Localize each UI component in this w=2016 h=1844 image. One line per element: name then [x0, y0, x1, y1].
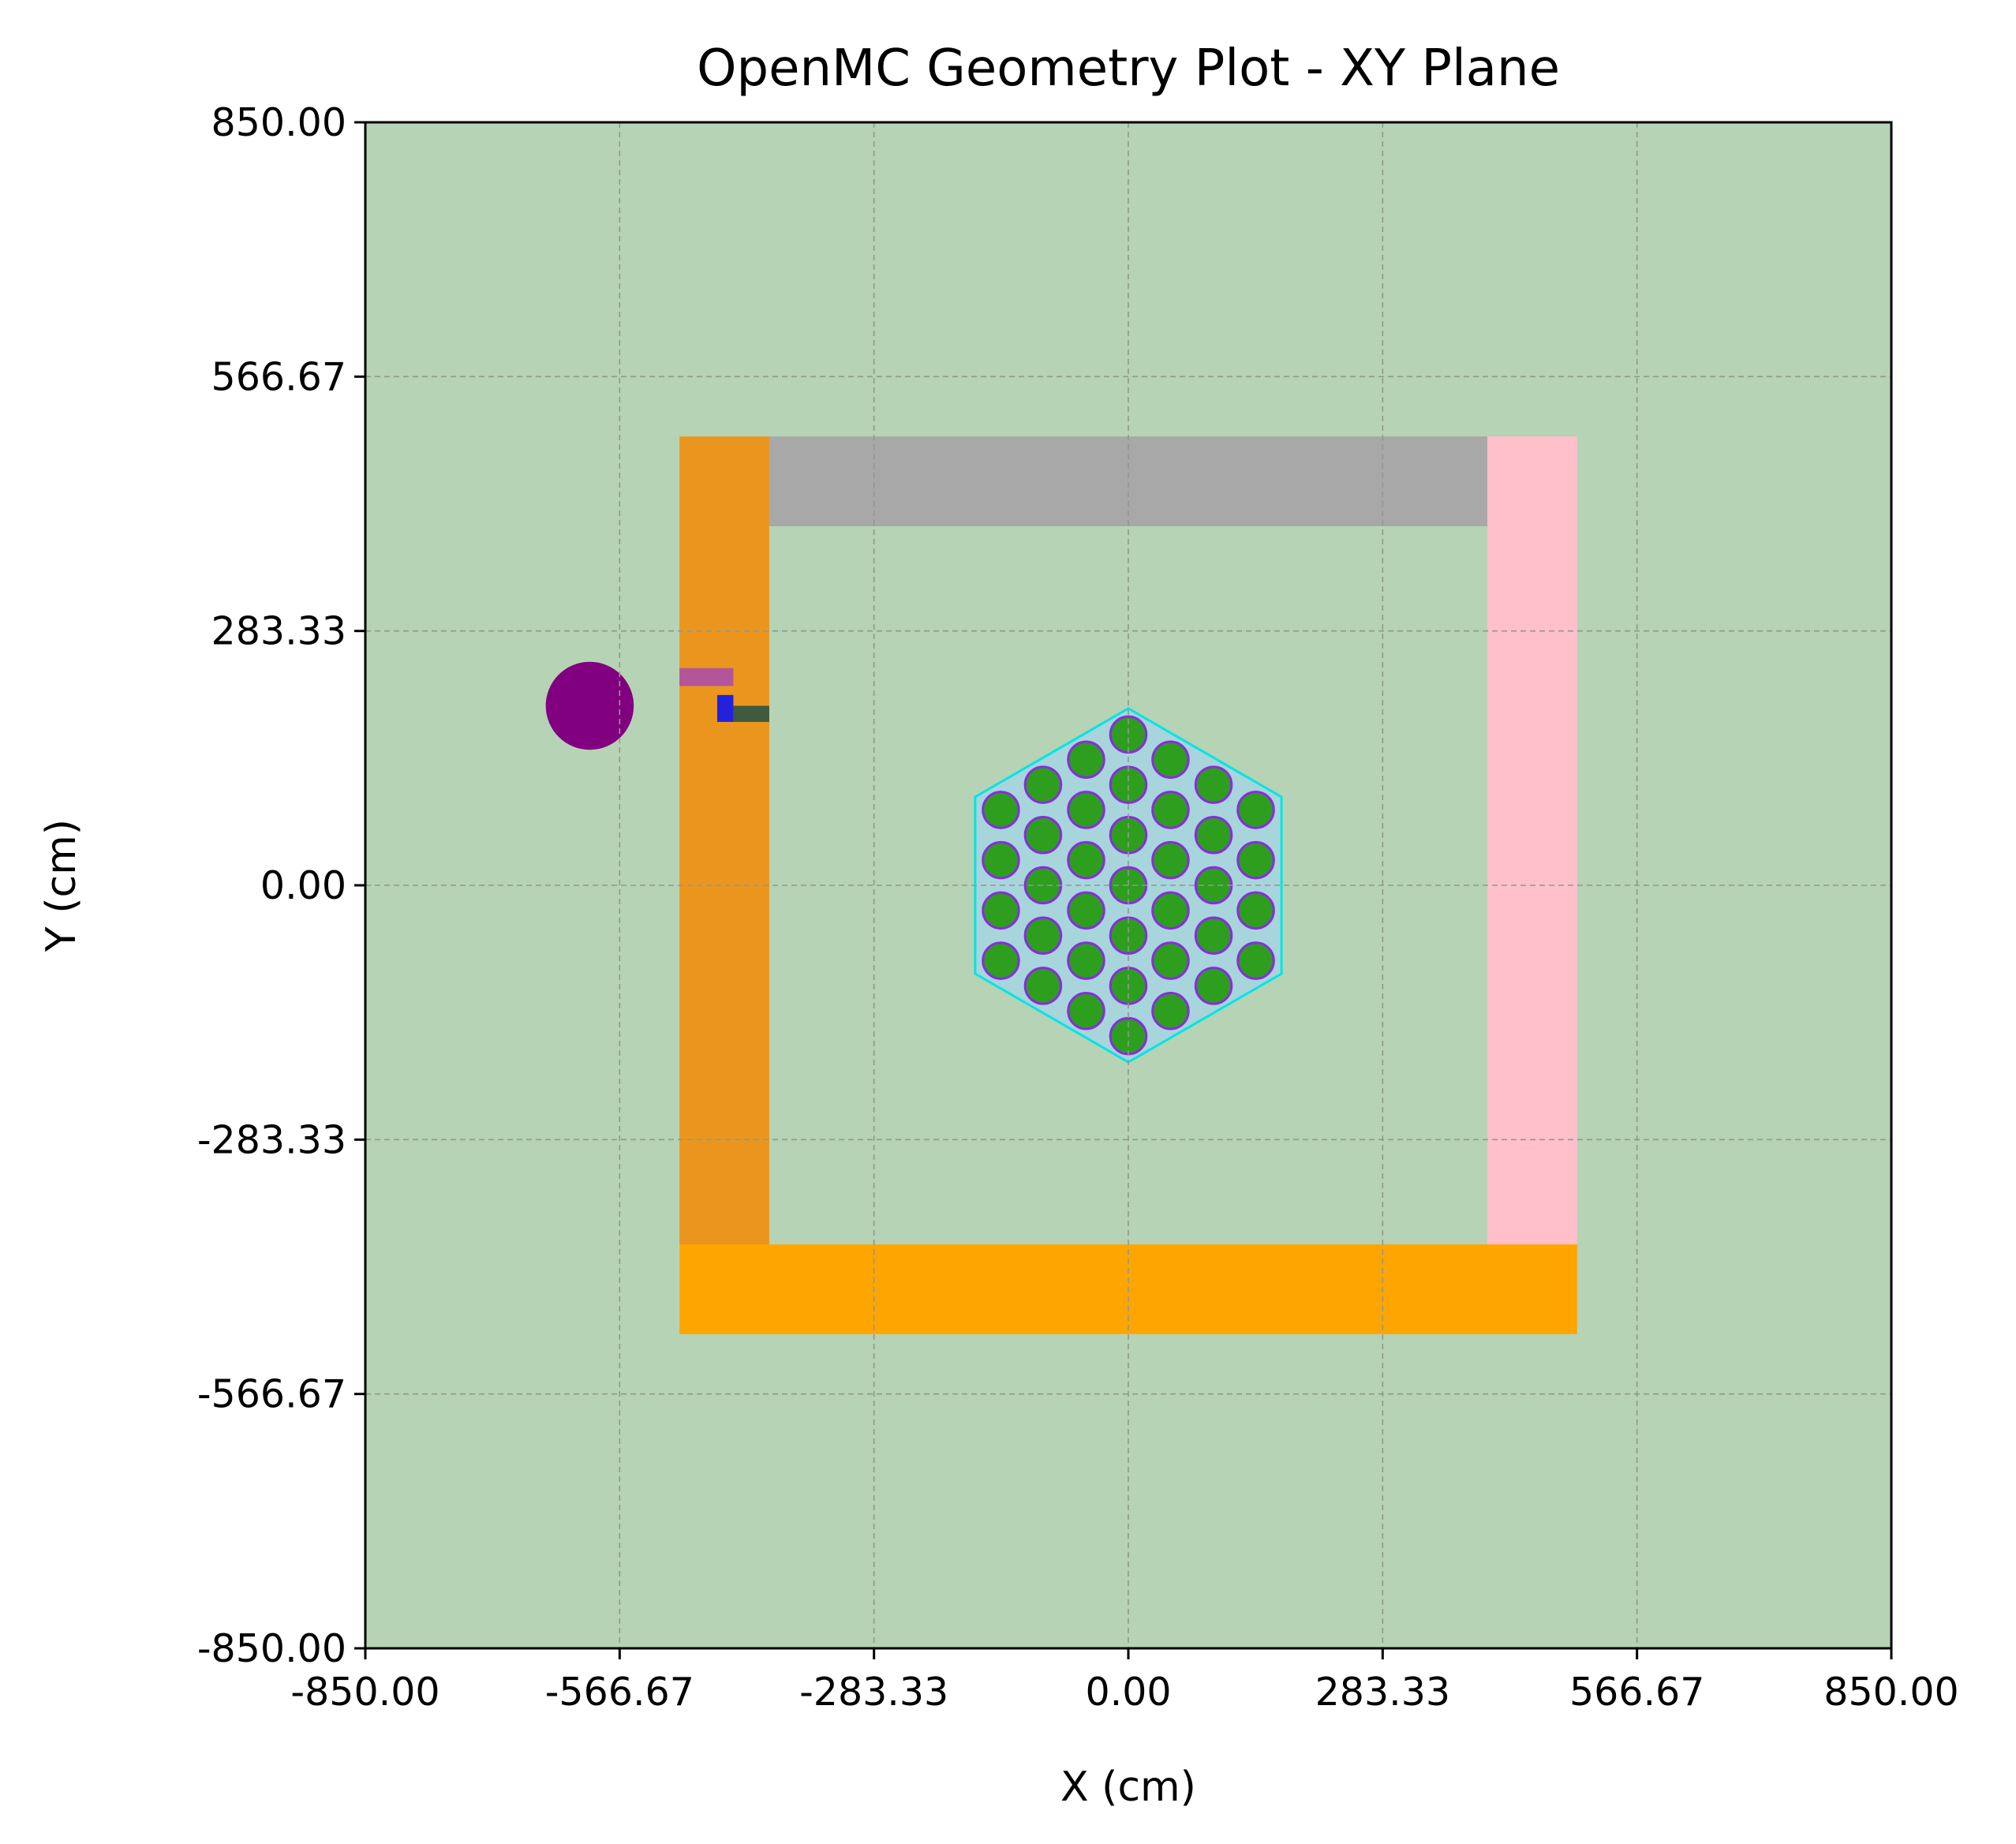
fuel-pin-28: [1151, 941, 1190, 980]
y-tick-label: -283.33: [197, 1117, 346, 1162]
fuel-pin-32: [1023, 967, 1063, 1005]
fuel-pin-4: [1023, 765, 1063, 804]
region-rect-6: [733, 705, 769, 722]
fuel-pin-33: [1194, 967, 1233, 1005]
fuel-pin-30: [1236, 941, 1275, 980]
fuel-pin-35: [1151, 992, 1190, 1030]
fuel-pin-26: [1194, 916, 1233, 955]
fuel-pin-20: [1067, 891, 1105, 930]
fuel-pin-9: [1236, 791, 1275, 829]
fuel-pin-21: [1151, 891, 1190, 930]
fuel-pin-2: [1151, 740, 1190, 779]
fuel-pin-27: [1067, 941, 1105, 980]
x-tick-label: 566.67: [1569, 1670, 1704, 1715]
fuel-pin-22: [982, 891, 1020, 930]
x-tick-label: 850.00: [1823, 1670, 1958, 1715]
fuel-pin-25: [1023, 916, 1063, 955]
x-tick-label: 283.33: [1315, 1670, 1450, 1715]
fuel-pin-23: [1236, 891, 1275, 930]
fuel-pin-8: [982, 791, 1020, 829]
fuel-pin-6: [1067, 791, 1105, 829]
y-axis-title: Y (cm): [38, 819, 85, 952]
region-circle-7: [545, 661, 634, 750]
fuel-pin-5: [1194, 765, 1233, 804]
x-tick-label: 0.00: [1085, 1670, 1171, 1715]
fuel-pin-15: [982, 840, 1020, 880]
fuel-pin-16: [1236, 840, 1275, 880]
fuel-pin-24: [1109, 916, 1148, 955]
y-axis: -850.00 -566.67 -283.33 0.00 283.33 566.67 850…: [197, 100, 365, 1671]
region-rect-5: [716, 694, 734, 722]
x-axis-title: X (cm): [1060, 1764, 1196, 1811]
fuel-pin-13: [1067, 840, 1105, 880]
y-tick-label: -566.67: [197, 1372, 346, 1417]
region-rect-0: [679, 436, 769, 1245]
x-axis: -850.00 -566.67 -283.33 0.00 283.33 566.67 850…: [290, 1648, 1959, 1715]
y-tick-label: 850.00: [211, 100, 346, 145]
region-rect-2: [1487, 436, 1577, 1245]
y-tick-label: 0.00: [260, 863, 346, 908]
y-tick-label: 283.33: [211, 609, 346, 654]
region-rect-4: [679, 668, 734, 686]
fuel-pin-29: [982, 941, 1020, 980]
chart-title: OpenMC Geometry Plot - XY Plane: [697, 39, 1560, 98]
fuel-pin-11: [1023, 816, 1063, 855]
fuel-pin-7: [1151, 791, 1190, 829]
fuel-pin-14: [1151, 840, 1190, 880]
x-tick-label: -850.00: [290, 1670, 439, 1715]
fuel-pin-34: [1067, 992, 1105, 1030]
fuel-pin-12: [1194, 816, 1233, 855]
x-tick-label: -283.33: [799, 1670, 948, 1715]
y-tick-label: 566.67: [211, 354, 346, 399]
fuel-pin-1: [1067, 740, 1105, 779]
x-tick-label: -566.67: [545, 1670, 694, 1715]
y-tick-label: -850.00: [197, 1626, 346, 1671]
